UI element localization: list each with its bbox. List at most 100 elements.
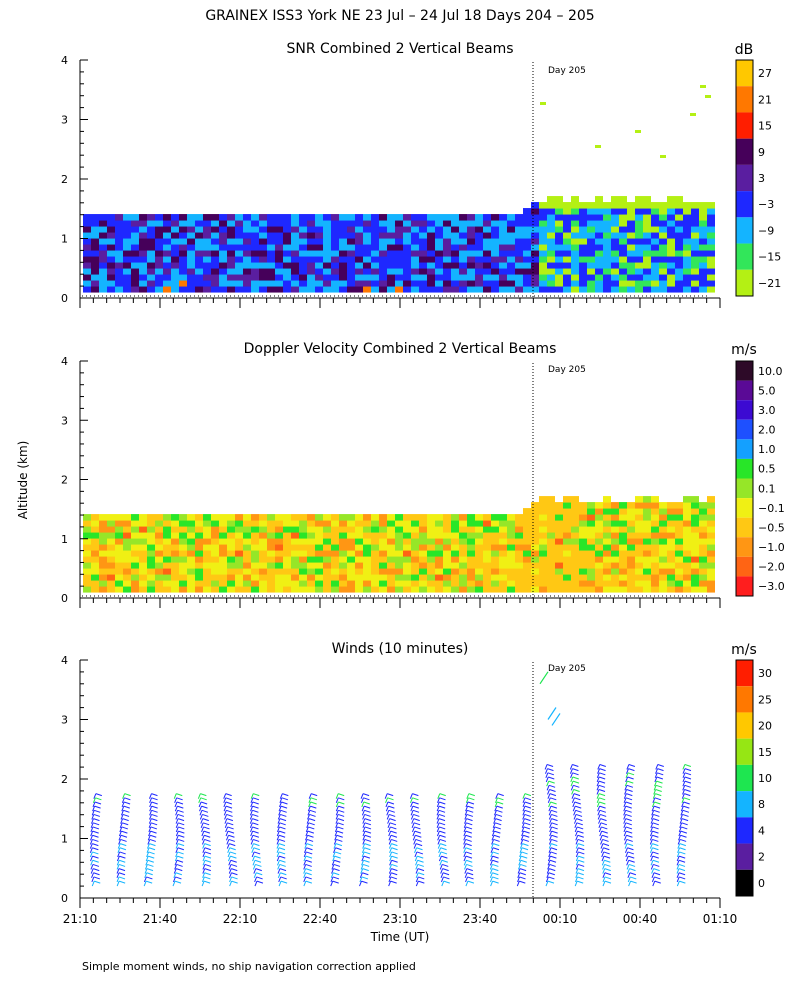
heatmap-cell (203, 250, 211, 257)
heatmap-cell (275, 556, 283, 563)
heatmap-cell (667, 526, 675, 533)
heatmap-cell (387, 568, 395, 575)
heatmap-cell (483, 562, 491, 569)
heatmap-cell (515, 232, 523, 239)
heatmap-cell (587, 508, 595, 515)
heatmap-cell (411, 214, 419, 221)
wind-barb-shaft (412, 835, 416, 841)
wind-barb-shaft (623, 835, 627, 841)
heatmap-cell (331, 286, 339, 293)
wind-barb-flag (177, 809, 184, 813)
heatmap-cell (243, 556, 251, 563)
wind-barb-shaft (175, 843, 179, 849)
heatmap-cell (123, 262, 131, 269)
heatmap-cell (563, 274, 571, 281)
heatmap-cell (707, 586, 715, 593)
heatmap-cell (211, 532, 219, 539)
heatmap-cell (267, 514, 275, 521)
heatmap-cell (611, 556, 619, 563)
wind-barb-shaft (252, 855, 256, 862)
heatmap-cell (91, 256, 99, 263)
heatmap-cell (643, 196, 651, 203)
wind-barb-flag (305, 855, 313, 859)
heatmap-cell (395, 586, 403, 593)
heatmap-cell (355, 220, 363, 227)
heatmap-cell (667, 244, 675, 251)
heatmap-cell (283, 274, 291, 281)
heatmap-cell (323, 238, 331, 245)
heatmap-cell (323, 514, 331, 521)
heatmap-cell (515, 250, 523, 257)
wind-barb-shaft (626, 768, 629, 774)
heatmap-cell (163, 226, 171, 233)
heatmap-cell (579, 580, 587, 587)
heatmap-cell (595, 280, 603, 287)
wind-barb-flag (578, 851, 585, 855)
wind-barb-shaft (226, 843, 230, 849)
doppler-colorbar: 10.05.03.02.01.00.50.1−0.1−0.5−1.0−2.0−3… (735, 360, 785, 597)
heatmap-cell (147, 568, 155, 575)
wind-barb-flag (604, 859, 611, 863)
wind-barb-flag (465, 838, 472, 842)
wind-barb-flag (417, 855, 424, 859)
wind-barb-shaft (276, 835, 280, 841)
heatmap-cell (339, 544, 347, 551)
heatmap-cell (203, 580, 211, 587)
heatmap-cell (483, 520, 491, 527)
heatmap-cell (395, 286, 403, 293)
heatmap-cell (347, 568, 355, 575)
heatmap-cell (475, 574, 483, 581)
heatmap-cell (107, 544, 115, 551)
wind-barb-shaft (518, 860, 522, 866)
wind-barb-flag (438, 809, 446, 813)
heatmap-cell (587, 520, 595, 527)
heatmap-cell (379, 574, 387, 581)
heatmap-cell (403, 250, 411, 257)
heatmap-cell (107, 220, 115, 227)
heatmap-cell (619, 538, 627, 545)
heatmap-cell (635, 550, 643, 557)
heatmap-cell (643, 280, 651, 287)
heatmap-cell (411, 256, 419, 263)
wind-barb-shaft (436, 822, 440, 828)
wind-barb-shaft (307, 810, 311, 816)
wind-barb-shaft (681, 797, 685, 803)
heatmap-cell (523, 520, 531, 527)
wind-barb-flag (280, 872, 287, 876)
heatmap-cell (395, 556, 403, 563)
wind-barb-flag (684, 780, 692, 784)
heatmap-cell (483, 226, 491, 233)
wind-barb-shaft (333, 847, 336, 853)
heatmap-cell (699, 538, 707, 545)
heatmap-cell (123, 280, 131, 287)
heatmap-cell (179, 262, 187, 269)
heatmap-cell (219, 214, 227, 221)
heatmap-cell (427, 574, 435, 581)
heatmap-cell (147, 220, 155, 227)
heatmap-cell (571, 496, 579, 503)
heatmap-cell (443, 286, 451, 293)
heatmap-cell (315, 586, 323, 593)
heatmap-cell (171, 244, 179, 251)
heatmap-cell (483, 214, 491, 221)
wind-barb-flag (442, 868, 449, 872)
heatmap-cell (539, 256, 547, 263)
wind-barb-flag (92, 843, 99, 847)
heatmap-cell (123, 220, 131, 227)
heatmap-cell (259, 238, 267, 245)
heatmap-cell (595, 580, 603, 587)
wind-barb-flag (146, 872, 153, 876)
heatmap-cell (91, 562, 99, 569)
wind-barb-flag (390, 834, 398, 838)
wind-barb-shaft (549, 822, 553, 828)
heatmap-cell (667, 562, 675, 569)
heatmap-cell (395, 550, 403, 557)
heatmap-cell (403, 220, 411, 227)
wind-barb-shaft (650, 814, 654, 820)
wind-barb-flag (630, 880, 637, 884)
wind-barb-shaft (335, 810, 339, 816)
heatmap-cell (155, 556, 163, 563)
heatmap-cell (451, 580, 459, 587)
heatmap-cell (395, 520, 403, 527)
